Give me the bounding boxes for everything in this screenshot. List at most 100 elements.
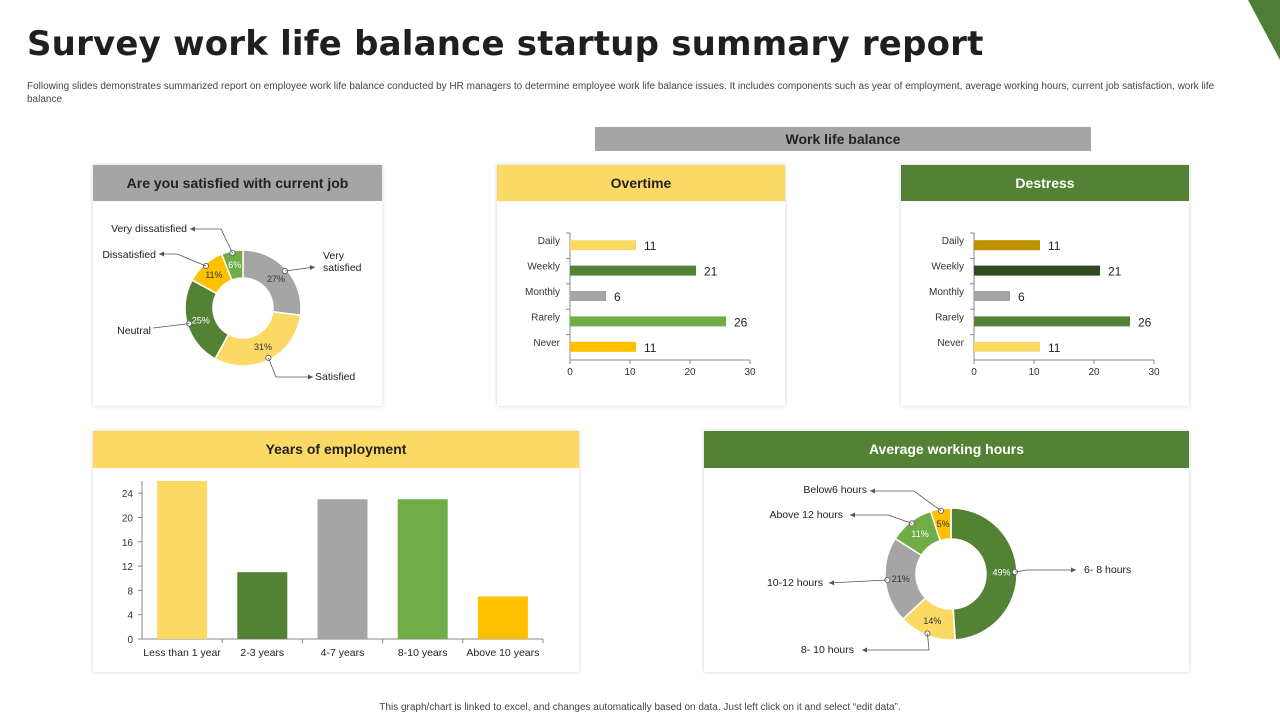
category-label: Weekly (527, 262, 560, 273)
bar-value-label: 21 (1108, 265, 1122, 279)
category-label: Rarely (531, 312, 560, 323)
slice-value-label: 49% (992, 567, 1010, 577)
bar-value-label: 11 (1048, 239, 1061, 253)
category-label: Monthly (929, 287, 964, 298)
bar-value-label: 21 (704, 265, 718, 279)
bar (397, 499, 448, 639)
overtime-card[interactable]: Overtime 0 10 20 30 Daily 11 Weekly 21 Monthly 6 R… (497, 165, 785, 406)
hours-donut-chart[interactable]: 49% 6- 8 hours 14% 8- 10 hours 21% 10-12 hour… (704, 431, 1189, 672)
category-label: Monthly (525, 287, 560, 298)
callout-arrow (309, 265, 315, 271)
callout-line (828, 579, 888, 584)
slice-value-label: 27% (267, 274, 285, 284)
bar (974, 316, 1130, 327)
bar (477, 596, 528, 639)
callout-label: 8- 10 hours (801, 644, 854, 656)
callout-line (870, 490, 942, 512)
callout-label: Very dissatisfied (111, 223, 187, 235)
bar (570, 341, 636, 352)
overtime-card-title: Overtime (497, 165, 785, 201)
callout-arrow (850, 512, 855, 518)
callout-line (284, 266, 316, 272)
corner-accent (1248, 0, 1280, 60)
category-label: Daily (538, 236, 560, 247)
work-life-balance-banner: Work life balance (595, 127, 1091, 151)
donut-slice (950, 507, 1018, 641)
slice-value-label: 25% (192, 315, 210, 325)
category-label: Never (937, 338, 964, 349)
y-tick-label: 8 (127, 586, 133, 597)
bar (237, 572, 288, 639)
callout-label: 10-12 hours (767, 577, 823, 589)
page-subtitle: Following slides demonstrates summarized… (27, 81, 1215, 105)
satisfaction-card-title: Are you satisfied with current job (93, 165, 382, 201)
callout-label: Dissatisfied (102, 249, 156, 261)
callout-line (152, 323, 190, 329)
callout-arrow (829, 580, 835, 586)
bar (570, 240, 636, 251)
footer-note: This graph/chart is linked to excel, and… (379, 702, 901, 713)
category-label: 8-10 years (398, 647, 448, 659)
slice-value-label: 11% (205, 270, 222, 280)
x-tick-label: 20 (1088, 367, 1100, 378)
hours-card-title: Average working hours (704, 431, 1189, 468)
x-tick-label: 30 (1148, 367, 1160, 378)
destress-bar-chart[interactable]: 0 10 20 30 Daily 11 Weekly 21 Monthly 6 Rarely 26 Ne… (901, 165, 1189, 406)
callout-label: 6- 8 hours (1084, 564, 1131, 576)
callout-dot (1011, 568, 1018, 575)
bar (157, 481, 208, 639)
slice-value-label: 21% (892, 574, 910, 584)
callout-line (1014, 569, 1076, 573)
bar-value-label: 11 (1048, 341, 1061, 355)
callout-label: Satisfied (315, 371, 355, 383)
bar-value-label: 11 (644, 239, 657, 253)
callout-arrow (190, 226, 195, 232)
x-tick-label: 0 (971, 367, 977, 378)
slice-value-label: 11% (911, 529, 928, 539)
category-label: Weekly (931, 262, 964, 273)
y-tick-label: 12 (122, 562, 134, 573)
callout-label: Very (323, 250, 345, 262)
category-label: Rarely (935, 312, 964, 323)
slice-value-label: 14% (923, 616, 941, 626)
donut-slice (220, 249, 244, 282)
callout-line (850, 514, 912, 524)
y-tick-label: 24 (122, 489, 134, 500)
destress-card[interactable]: Destress 0 10 20 30 Daily 11 Weekly 21 Monthly 6 R… (901, 165, 1189, 406)
callout-arrow (308, 374, 313, 380)
years-card-title: Years of employment (93, 431, 579, 468)
callout-label: Neutral (117, 325, 151, 337)
bar (974, 265, 1100, 276)
bar-value-label: 6 (614, 290, 621, 304)
x-tick-label: 10 (1028, 367, 1040, 378)
y-tick-label: 16 (122, 538, 134, 549)
x-tick-label: 10 (624, 367, 636, 378)
slice-value-label: 6% (228, 260, 241, 270)
slice-value-label: 31% (254, 342, 272, 352)
donut-slice (929, 507, 952, 542)
page-title: Survey work life balance startup summary… (27, 24, 984, 64)
callout-arrow (1071, 567, 1076, 573)
bar (570, 265, 696, 276)
years-bar-chart[interactable]: 0 4 8 12 16 20 24 Less than 1 year 2-3 years 4-7 … (93, 431, 579, 672)
satisfaction-card[interactable]: Are you satisfied with current job 27% Ve… (93, 165, 382, 406)
y-tick-label: 4 (127, 611, 133, 622)
callout-label: Below6 hours (803, 484, 867, 496)
callout-arrow (159, 251, 164, 257)
callout-label: satisfied (323, 262, 362, 274)
y-tick-label: 0 (127, 635, 133, 646)
hours-card[interactable]: Average working hours 49% 6- 8 hours 14% 8-… (704, 431, 1189, 672)
callout-line (268, 357, 313, 378)
category-label: Less than 1 year (143, 647, 221, 659)
x-tick-label: 30 (744, 367, 756, 378)
bar (974, 291, 1010, 301)
bar (974, 341, 1040, 352)
bar (570, 291, 606, 301)
years-card[interactable]: Years of employment 0 4 8 12 16 20 24 Less than… (93, 431, 579, 672)
callout-arrow (862, 647, 867, 653)
callout-line (190, 228, 233, 254)
bar (570, 316, 726, 327)
overtime-bar-chart[interactable]: 0 10 20 30 Daily 11 Weekly 21 Monthly 6 Rarely 26 Ne… (497, 165, 785, 406)
bar (974, 240, 1040, 251)
